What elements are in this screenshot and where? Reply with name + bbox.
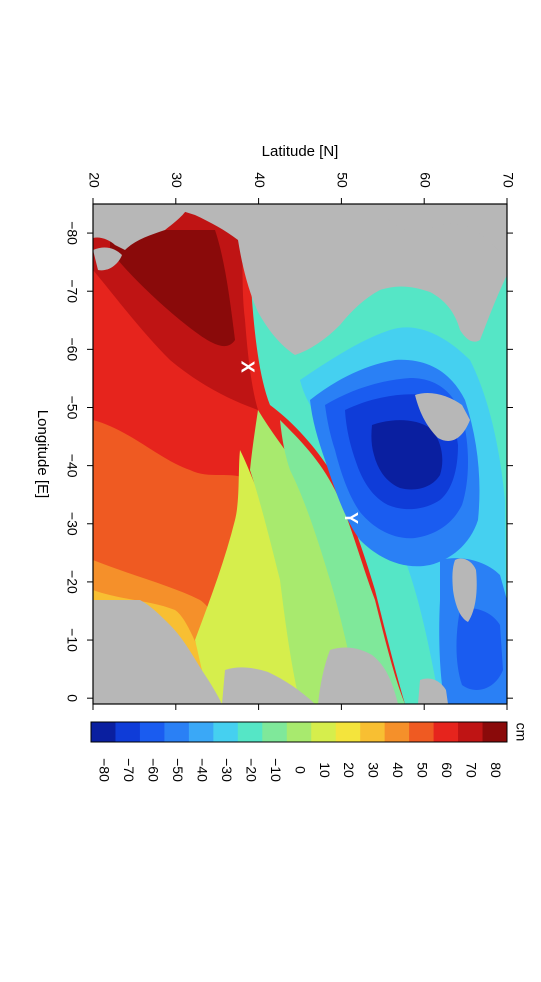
land-iberia (222, 667, 315, 704)
colorbar-cell (91, 722, 116, 742)
lon-tick-label: −30 (64, 512, 80, 536)
lon-tick-label: −70 (64, 279, 80, 303)
marker-x: X (237, 361, 257, 373)
colorbar-cell (409, 722, 435, 742)
colorbar-tick-label: 70 (464, 762, 480, 778)
colorbar-cell (237, 722, 263, 742)
colorbar-cell (139, 722, 165, 742)
lon-tick-label: −60 (64, 337, 80, 361)
colorbar-tick-label: −80 (97, 758, 113, 782)
field-band-80 (110, 230, 235, 347)
colorbar-cell (213, 722, 239, 742)
colorbar-cells (91, 722, 508, 742)
colorbar-cell (360, 722, 386, 742)
colorbar-cell (115, 722, 141, 742)
latitude-ticks: 20 30 40 50 60 70 (86, 172, 516, 710)
colorbar-frame (90, 721, 508, 743)
lat-tick-label: 70 (500, 172, 516, 188)
field-band-10 (250, 410, 370, 704)
lat-tick-label: 40 (252, 172, 268, 188)
land-greenland-north (380, 204, 507, 260)
lon-tick-label: −40 (64, 454, 80, 478)
colorbar-tick-label: −40 (194, 758, 210, 782)
colorbar-cell (262, 722, 288, 742)
land-florida (93, 247, 122, 271)
colorbar-tick-label: 60 (439, 762, 455, 778)
map-field (93, 204, 507, 704)
land-southeast-us (93, 204, 190, 250)
colorbar-tick-label: 10 (317, 762, 333, 778)
colorbar-tick-label: 30 (366, 762, 382, 778)
land-british-isles (318, 647, 398, 704)
y-axis-title: Longitude [E] (34, 410, 51, 498)
colorbar-tick-label: 40 (390, 762, 406, 778)
colorbar-tick-label: −60 (145, 758, 161, 782)
colorbar-cell (335, 722, 361, 742)
map-markers: XY (237, 361, 361, 524)
colorbar-cell (384, 722, 410, 742)
lon-tick-label: −80 (64, 221, 80, 245)
colorbar-tick-label: −10 (268, 758, 284, 782)
longitude-ticks: −80 −70 −60 −50 −40 −30 −20 −10 0 (64, 221, 513, 702)
land-greenland-tip (415, 393, 470, 441)
colorbar-ticks: −80 −70 −60 −50 −40 −30 −20 −10 0 10 20 30 40 50 60 70 8… (97, 758, 505, 782)
lon-tick-label: 0 (64, 694, 80, 702)
colorbar-tick-label: 0 (292, 766, 308, 774)
field-patch-ne-inner (456, 608, 503, 690)
colorbar-cell (164, 722, 190, 742)
colorbar-cell (311, 722, 337, 742)
lat-tick-label: 50 (335, 172, 351, 188)
colorbar-tick-label: −50 (170, 758, 186, 782)
colorbar-tick-label: 50 (415, 762, 431, 778)
colorbar-cell (433, 722, 459, 742)
land-africa (93, 600, 222, 704)
colorbar-unit: cm (513, 723, 529, 742)
lat-tick-label: 20 (86, 172, 102, 188)
lon-tick-label: −10 (64, 628, 80, 652)
lat-tick-label: 30 (169, 172, 185, 188)
colorbar-tick-label: 20 (341, 762, 357, 778)
colorbar: −80 −70 −60 −50 −40 −30 −20 −10 0 10 20 30 40 50 60 70 8… (90, 721, 529, 782)
land-iceland (452, 558, 477, 622)
colorbar-tick-label: 80 (488, 762, 504, 778)
map-panel: 20 30 40 50 60 70 −80 −70 −60 −50 −40 −30 −20 −10 0 X… (34, 143, 516, 710)
x-axis-title: Latitude [N] (262, 143, 339, 160)
colorbar-tick-label: −30 (219, 758, 235, 782)
colorbar-cell (286, 722, 312, 742)
lat-tick-label: 60 (417, 172, 433, 188)
colorbar-cell (458, 722, 484, 742)
field-band-minus70 (371, 420, 443, 490)
map-frame (92, 203, 508, 705)
marker-y: Y (341, 512, 361, 524)
land-north-america (160, 204, 507, 355)
lon-tick-label: −20 (64, 570, 80, 594)
colorbar-tick-label: −20 (243, 758, 259, 782)
colorbar-tick-label: −70 (121, 758, 137, 782)
lon-tick-label: −50 (64, 396, 80, 420)
colorbar-cell (482, 722, 508, 742)
land-scandinavia (418, 678, 448, 704)
colorbar-cell (188, 722, 214, 742)
field-band-0 (280, 420, 405, 704)
